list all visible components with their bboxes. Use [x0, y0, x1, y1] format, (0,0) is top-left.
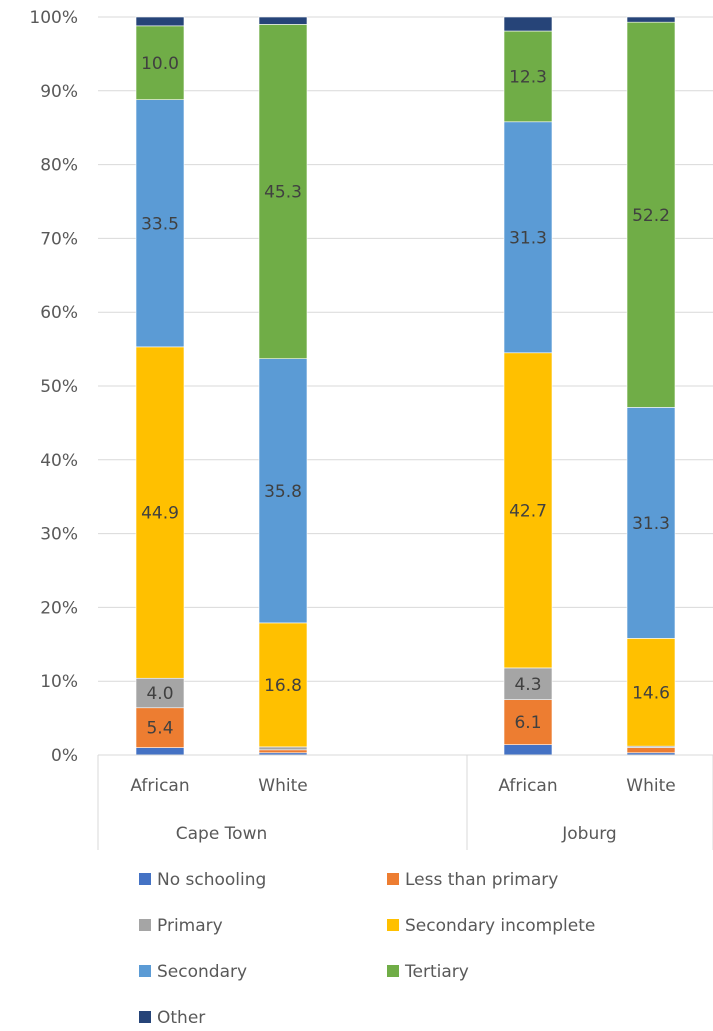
data-label: 14.6 — [632, 683, 670, 703]
bar-segment-secondary — [503, 121, 553, 354]
bar-segment-tertiary — [135, 25, 185, 100]
y-tick-label: 40% — [40, 451, 78, 471]
x-axis: African White African White Cape Town Joburg — [97, 754, 713, 850]
x-group-label: Joburg — [561, 824, 616, 844]
legend-label: No schooling — [157, 870, 266, 890]
legend-item-tertiary: Tertiary — [387, 962, 469, 982]
legend-item-other: Other — [139, 1008, 205, 1028]
y-tick-label: 60% — [40, 303, 78, 323]
bar-segment-primary — [258, 746, 308, 751]
legend-item-primary: Primary — [139, 916, 223, 936]
y-tick-label: 70% — [40, 229, 78, 249]
y-axis: 0% 10% 20% 30% 40% 50% 60% 70% 80% 90% 100% — [29, 8, 78, 766]
legend-label: Secondary — [157, 962, 247, 982]
data-label: 33.5 — [141, 214, 179, 234]
bar-segment-other — [135, 16, 185, 27]
data-label: 44.9 — [141, 504, 179, 524]
legend-swatch — [139, 873, 151, 885]
bar-stacks — [135, 16, 676, 756]
bar-segment-tertiary — [626, 21, 676, 408]
y-tick-label: 10% — [40, 672, 78, 692]
legend-item-secondary-incomplete: Secondary incomplete — [387, 916, 595, 936]
legend-swatch — [139, 919, 151, 931]
bar-segment-other — [626, 16, 676, 23]
data-label: 4.3 — [514, 675, 541, 695]
gridlines — [98, 16, 713, 756]
data-label: 10.0 — [141, 54, 179, 74]
legend-item-no-schooling: No schooling — [139, 870, 266, 890]
y-tick-label: 80% — [40, 156, 78, 176]
y-tick-label: 0% — [51, 746, 78, 766]
y-tick-label: 90% — [40, 82, 78, 102]
x-category-label: White — [626, 776, 675, 796]
bar-segment-no-schooling — [135, 747, 185, 756]
bar-segment-tertiary — [258, 24, 308, 359]
bar-segment-other — [258, 16, 308, 25]
bar-segment-secondary — [258, 358, 308, 624]
legend-label: Primary — [157, 916, 223, 936]
x-category-label: African — [498, 776, 557, 796]
y-tick-label: 100% — [29, 8, 78, 28]
bar-segment-less-than-primary — [626, 747, 676, 754]
data-label: 12.3 — [509, 67, 547, 87]
bar-segment-less-than-primary — [503, 699, 553, 745]
legend-swatch — [387, 873, 399, 885]
bar-segment-secondary — [135, 99, 185, 348]
y-tick-label: 50% — [40, 377, 78, 397]
data-label: 6.1 — [514, 713, 541, 733]
data-label: 31.3 — [509, 228, 547, 248]
legend-label: Tertiary — [404, 962, 469, 982]
legend: No schooling Less than primary Primary Seco… — [139, 870, 595, 1028]
bar-segment-less-than-primary — [135, 707, 185, 748]
data-label: 52.2 — [632, 206, 670, 226]
legend-item-less-than-primary: Less than primary — [387, 870, 558, 890]
legend-swatch — [139, 965, 151, 977]
bar-segment-secondary-incomplete — [135, 346, 185, 679]
bar-segment-primary — [135, 677, 185, 709]
bar-segment-primary — [503, 667, 553, 700]
data-label: 31.3 — [632, 514, 670, 534]
bar-segment-secondary-incomplete — [626, 638, 676, 747]
x-category-label: White — [258, 776, 307, 796]
legend-swatch — [387, 965, 399, 977]
legend-label: Other — [157, 1008, 205, 1028]
y-tick-label: 30% — [40, 525, 78, 545]
x-group-label: Cape Town — [176, 824, 268, 844]
bar-segment-other — [503, 16, 553, 32]
x-category-label: African — [130, 776, 189, 796]
bar-segment-tertiary — [503, 30, 553, 123]
data-label: 45.3 — [264, 183, 302, 203]
legend-item-secondary: Secondary — [139, 962, 247, 982]
data-label: 16.8 — [264, 676, 302, 696]
bar-segment-secondary — [626, 407, 676, 639]
legend-label: Secondary incomplete — [405, 916, 595, 936]
legend-label: Less than primary — [405, 870, 558, 890]
data-label: 42.7 — [509, 501, 547, 521]
legend-swatch — [139, 1011, 151, 1023]
data-label: 4.0 — [146, 684, 173, 704]
data-label: 35.8 — [264, 482, 302, 502]
data-labels: 5.4 4.0 44.9 33.5 10.0 16.8 35.8 45.3 6.1 4.3 42.7… — [141, 54, 670, 739]
bar-segment-less-than-primary — [258, 749, 308, 754]
data-label: 5.4 — [146, 719, 173, 739]
legend-swatch — [387, 919, 399, 931]
bar-segment-secondary-incomplete — [503, 352, 553, 669]
y-tick-label: 20% — [40, 598, 78, 618]
bar-segment-no-schooling — [503, 744, 553, 756]
